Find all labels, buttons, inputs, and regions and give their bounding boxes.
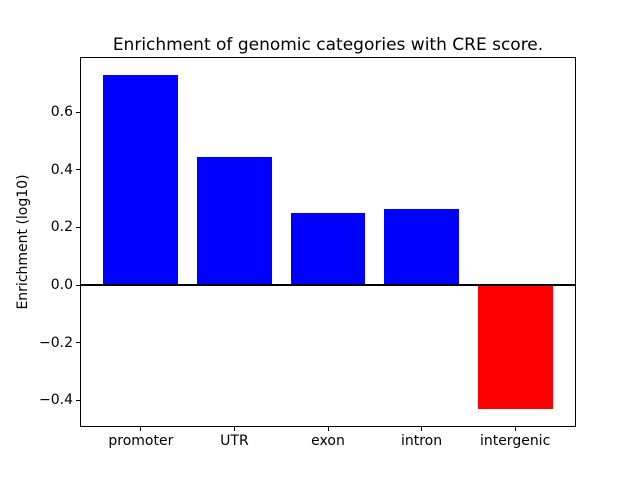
y-tick-mark bbox=[76, 111, 80, 113]
x-tick-label-exon: exon bbox=[311, 433, 345, 449]
y-tick-label: 0.2 bbox=[50, 219, 73, 236]
y-tick-label: 0.4 bbox=[50, 161, 73, 178]
y-tick-label: 0.0 bbox=[50, 277, 73, 294]
bar-intron bbox=[384, 208, 459, 286]
bar-exon bbox=[290, 213, 366, 286]
x-tick-mark bbox=[327, 427, 329, 431]
y-tick-mark bbox=[76, 169, 80, 171]
x-tick-mark bbox=[233, 427, 235, 431]
chart-title: Enrichment of genomic categories with CR… bbox=[112, 35, 544, 55]
x-tick-label-intergenic: intergenic bbox=[479, 433, 551, 449]
bar-intergenic bbox=[477, 285, 553, 410]
x-tick-label-UTR: UTR bbox=[220, 433, 249, 449]
y-axis-label: Enrichment (log10) bbox=[15, 174, 31, 310]
zero-line bbox=[81, 284, 575, 287]
x-tick-label-intron: intron bbox=[400, 433, 443, 449]
x-tick-mark bbox=[421, 427, 423, 431]
x-tick-mark bbox=[140, 427, 142, 431]
y-tick-label: −0.2 bbox=[39, 334, 73, 351]
plot-area: 0.6 0.4 0.2 0.0 −0.2 −0.4 promoter UTR exon intro… bbox=[39, 57, 576, 448]
y-tick-mark bbox=[76, 226, 80, 228]
bar-UTR bbox=[197, 156, 272, 286]
y-tick-mark bbox=[76, 399, 80, 401]
y-tick-label: −0.4 bbox=[39, 392, 73, 409]
bar-promoter bbox=[103, 74, 179, 286]
y-tick-label: 0.6 bbox=[50, 104, 73, 121]
x-tick-mark bbox=[514, 427, 516, 431]
y-tick-mark bbox=[76, 342, 80, 344]
x-tick-label-promoter: promoter bbox=[108, 433, 174, 449]
y-tick-mark bbox=[76, 284, 80, 286]
